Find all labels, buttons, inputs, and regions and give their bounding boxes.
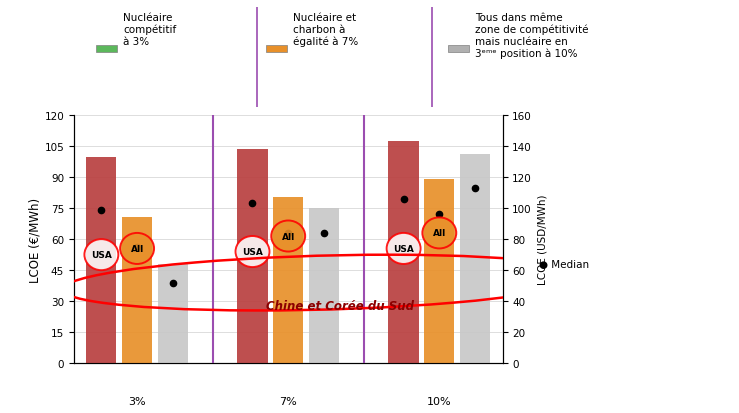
Text: Nucléaire
compétitif
à 3%: Nucléaire compétitif à 3%: [123, 13, 177, 47]
Bar: [86, 157, 117, 363]
Text: 7%: 7%: [279, 396, 297, 406]
Text: ● Median: ● Median: [539, 259, 590, 269]
Text: All: All: [131, 244, 143, 253]
Text: 3%: 3%: [129, 396, 146, 406]
Ellipse shape: [386, 233, 420, 264]
Bar: [424, 179, 454, 363]
Text: USA: USA: [393, 244, 414, 253]
Ellipse shape: [84, 240, 118, 271]
FancyBboxPatch shape: [448, 46, 469, 53]
Bar: [309, 209, 339, 363]
Text: All: All: [433, 229, 446, 238]
Text: USA: USA: [91, 251, 112, 259]
Text: Tous dans même
zone de compétitivité
mais nucléaire en
3ᵉᵐᵉ position à 10%: Tous dans même zone de compétitivité mai…: [474, 13, 588, 59]
Text: Nucléaire et
charbon à
égalité à 7%: Nucléaire et charbon à égalité à 7%: [293, 13, 358, 47]
Bar: [157, 264, 188, 363]
Text: Chine et Corée du Sud: Chine et Corée du Sud: [267, 300, 415, 313]
Ellipse shape: [120, 233, 154, 264]
Ellipse shape: [236, 236, 270, 268]
Y-axis label: LCOE (USD/MWh): LCOE (USD/MWh): [537, 195, 548, 285]
FancyBboxPatch shape: [266, 46, 287, 53]
Bar: [237, 150, 268, 363]
FancyBboxPatch shape: [96, 46, 118, 53]
Ellipse shape: [423, 218, 456, 249]
Text: 10%: 10%: [427, 396, 452, 406]
Text: USA: USA: [242, 247, 263, 256]
Bar: [122, 218, 152, 363]
Bar: [273, 198, 303, 363]
Bar: [460, 154, 490, 363]
Y-axis label: LCOE (€/MWh): LCOE (€/MWh): [29, 197, 41, 282]
Text: All: All: [282, 232, 295, 241]
Bar: [389, 142, 419, 363]
Ellipse shape: [271, 221, 305, 252]
